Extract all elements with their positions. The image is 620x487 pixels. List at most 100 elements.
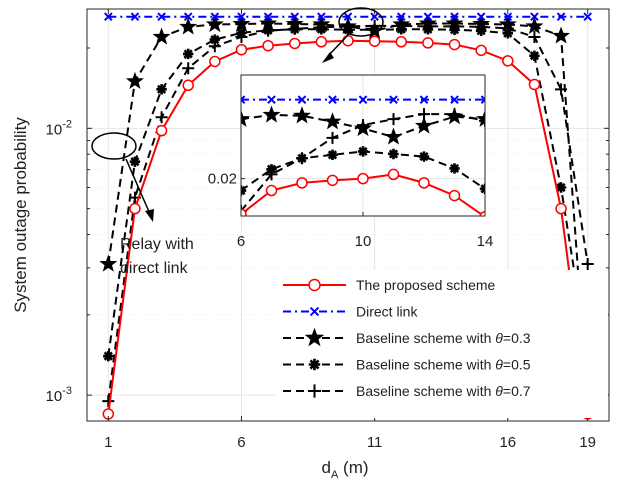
- marker-asterisk: [209, 34, 221, 45]
- marker-x: [328, 95, 337, 104]
- marker-star: [472, 14, 491, 32]
- legend-item-0: The proposed scheme: [283, 277, 496, 293]
- marker-x: [358, 95, 368, 104]
- marker-asterisk: [296, 153, 308, 164]
- legend-label: Baseline scheme with θ=0.3: [356, 330, 531, 346]
- zoom-ellipse: [338, 7, 384, 37]
- marker-asterisk: [236, 27, 247, 39]
- marker-star: [475, 109, 485, 127]
- marker-asterisk: [357, 146, 369, 157]
- x-tick-label: 6: [237, 434, 245, 451]
- marker-plus: [326, 131, 339, 144]
- marker-circle: [479, 211, 485, 216]
- x-tick-label: 11: [367, 434, 383, 451]
- marker-star: [338, 16, 358, 35]
- marker-asterisk: [289, 24, 300, 35]
- marker-circle: [209, 55, 221, 68]
- relay-arrowhead: [145, 209, 154, 222]
- marker-star: [259, 14, 278, 32]
- inset-series-2: [241, 105, 485, 145]
- marker-star: [445, 107, 464, 125]
- marker-star: [353, 119, 373, 137]
- marker-circle: [357, 172, 369, 185]
- annotation-line-1: Relay with: [120, 236, 194, 253]
- marker-star: [552, 26, 571, 44]
- marker-x: [476, 12, 486, 22]
- marker-star: [312, 15, 331, 33]
- marker-circle: [155, 124, 168, 137]
- marker-star: [241, 109, 251, 127]
- marker-star: [285, 14, 304, 32]
- y-tick-label: 10-3: [46, 385, 72, 405]
- marker-x: [480, 95, 485, 104]
- series-layer: [99, 12, 597, 420]
- marker-star: [384, 127, 403, 145]
- legend-box: [276, 270, 608, 418]
- marker-circle: [395, 36, 408, 48]
- marker-x: [241, 95, 246, 104]
- marker-star: [99, 254, 118, 272]
- marker-asterisk: [183, 48, 194, 60]
- marker-x: [370, 12, 379, 22]
- marker-asterisk: [262, 25, 274, 36]
- inset-series-0: [241, 168, 485, 216]
- marker-circle: [296, 177, 308, 189]
- marker-x: [450, 95, 459, 104]
- marker-circle: [528, 78, 541, 91]
- marker-asterisk: [422, 24, 434, 35]
- inset-series-1: [241, 95, 485, 104]
- y-axis-label: System outage probability: [11, 117, 30, 313]
- y-tick-label: 10-2: [46, 118, 72, 138]
- marker-x: [450, 12, 459, 22]
- marker-circle: [422, 37, 434, 49]
- marker-star: [498, 15, 517, 33]
- marker-asterisk: [388, 148, 399, 160]
- legend-label: The proposed scheme: [356, 277, 496, 293]
- marker-x: [290, 12, 300, 22]
- marker-circle: [387, 168, 400, 181]
- marker-circle: [555, 202, 567, 215]
- series-0: [102, 34, 594, 420]
- marker-x: [556, 12, 566, 22]
- marker-x: [423, 12, 433, 22]
- legend-item-3: Baseline scheme with θ=0.5: [283, 357, 531, 373]
- marker-star: [262, 105, 281, 123]
- marker-circle: [235, 43, 248, 56]
- marker-asterisk: [396, 24, 407, 35]
- marker-star: [179, 17, 198, 35]
- marker-circle: [288, 37, 301, 50]
- annotations: Relay with direct link: [91, 7, 384, 277]
- x-tick-label: 19: [579, 434, 596, 451]
- marker-x: [263, 12, 273, 22]
- marker-asterisk: [327, 149, 338, 161]
- marker-x: [389, 95, 398, 104]
- marker-circle: [475, 44, 487, 57]
- marker-x: [157, 12, 166, 22]
- x-tick-label: 1: [104, 434, 112, 451]
- marker-star: [392, 15, 411, 33]
- marker-x: [183, 12, 193, 22]
- marker-asterisk: [418, 151, 430, 162]
- legend-label: Direct link: [356, 304, 418, 320]
- marker-x: [503, 12, 513, 22]
- marker-star: [414, 116, 434, 134]
- marker-asterisk: [266, 164, 277, 175]
- inset-x-tick-label: 6: [237, 233, 245, 250]
- marker-x: [530, 12, 539, 22]
- inset-series-layer: [241, 95, 485, 216]
- marker-x: [267, 95, 276, 104]
- marker-star: [205, 15, 224, 33]
- marker-x: [419, 95, 429, 104]
- legend-item-2: Baseline scheme with θ=0.3: [283, 327, 531, 347]
- marker-asterisk: [103, 350, 114, 362]
- marker-circle: [182, 79, 194, 92]
- marker-star: [525, 16, 544, 35]
- marker-x: [583, 12, 593, 22]
- series-2: [99, 14, 597, 413]
- marker-circle: [368, 35, 381, 47]
- marker-circle: [342, 34, 354, 47]
- marker-star: [304, 327, 325, 347]
- marker-star: [323, 112, 342, 130]
- marker-plus: [182, 62, 195, 75]
- marker-x: [103, 12, 113, 22]
